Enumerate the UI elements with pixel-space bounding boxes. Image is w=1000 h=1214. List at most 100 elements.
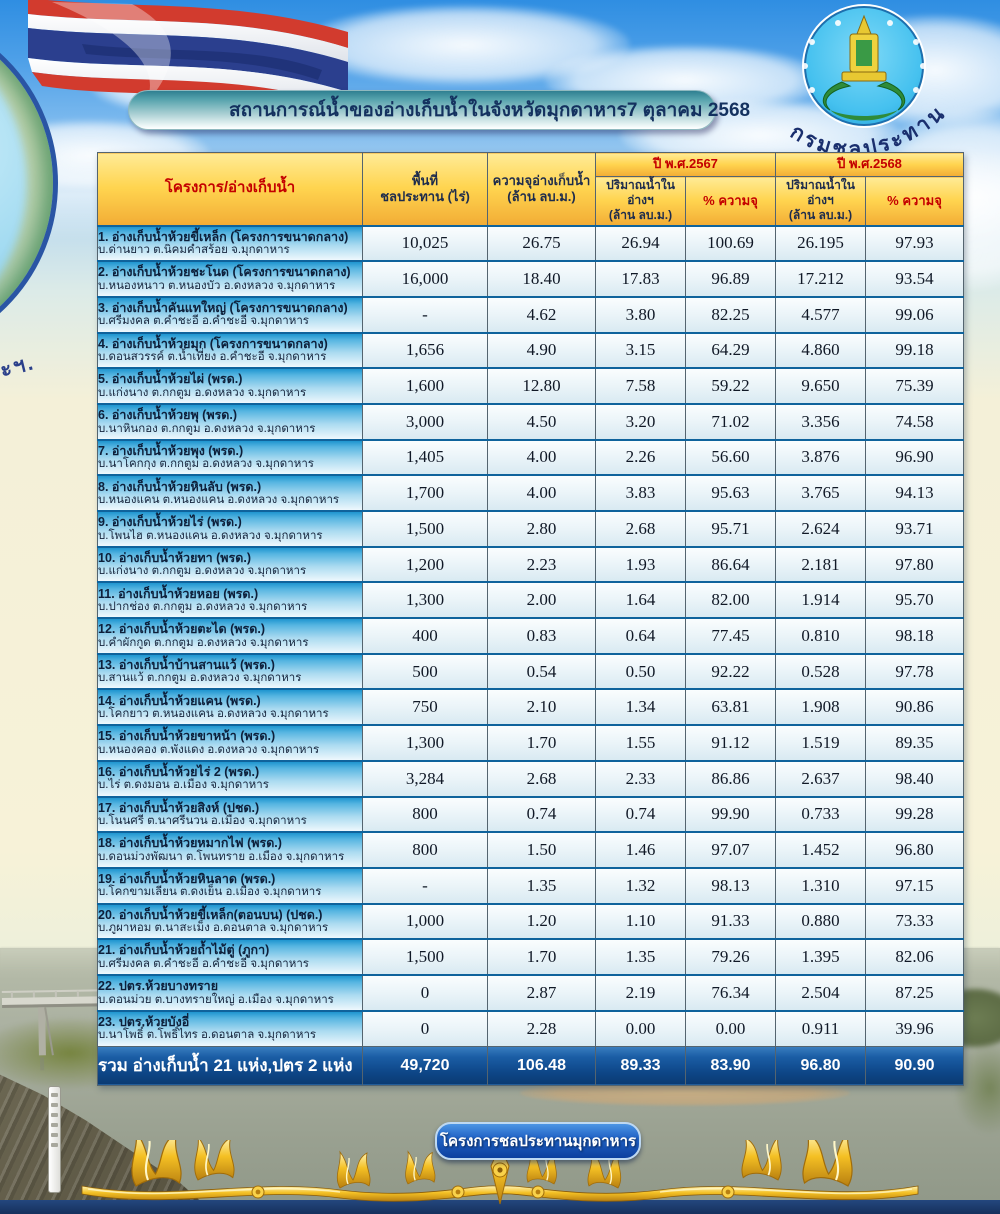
cell-percent-2568: 75.39 (865, 367, 964, 405)
cell-area: 1,600 (362, 367, 488, 405)
cell-area: 1,000 (362, 903, 488, 940)
cell-capacity: 0.74 (487, 796, 596, 833)
cell-capacity: 18.40 (487, 260, 596, 298)
table-row: 8. อ่างเก็บน้ำห้วยหินลับ (พรด.) บ.หนองแค… (97, 474, 964, 512)
table-row: 11. อ่างเก็บน้ำห้วยหอย (พรด.) บ.ปากช่อง … (97, 581, 964, 619)
ornament-center-finial (490, 1144, 510, 1205)
reservoir-name: 23. ปตร.ห้วยบังอี่ (98, 1015, 190, 1030)
table-row: 13. อ่างเก็บน้ำบ้านสานแว้ (พรด.) บ.สานแว… (97, 653, 964, 690)
cell-percent-2567: 56.60 (685, 439, 776, 476)
reservoir-location: บ.ดอนสวรรค์ ต.น้ำเที่ยง อ.คำชะอี จ.มุกดา… (98, 351, 327, 364)
cell-project: 4. อ่างเก็บน้ำห้วยมุก (โครงการขนาดกลาง) … (97, 332, 363, 369)
reservoir-name: 14. อ่างเก็บน้ำห้วยแคน (พรด.) (98, 693, 261, 708)
reservoir-location: บ.ดอนม่วงพัฒนา ต.โพนทราย อ.เมือง จ.มุกดา… (98, 850, 345, 863)
reservoir-location: บ.ดอนม่วย ต.บางทรายใหญ่ อ.เมือง จ.มุกดาห… (98, 993, 334, 1006)
reservoir-location: บ.โคกขามเลียน ต.ดงเย็น อ.เมือง จ.มุกดาหา… (98, 886, 322, 899)
cell-area: - (362, 296, 488, 334)
cell-area: 1,300 (362, 581, 488, 619)
reservoir-location: บ.นาโพธิ์ ต.โพธิ์ไทร อ.ดอนตาล จ.มุกดาหาร (98, 1029, 317, 1042)
cell-volume-2567: 0.64 (595, 617, 686, 655)
cell-volume-2568: 2.637 (775, 760, 866, 797)
cell-area: 3,284 (362, 760, 488, 797)
cell-capacity: 12.80 (487, 367, 596, 405)
cell-area: 750 (362, 688, 488, 726)
cell-project: 3. อ่างเก็บน้ำคันแทใหญ่ (โครงการขนาดกลาง… (97, 296, 363, 334)
logo-emblem-art (802, 14, 926, 121)
table-body: 1. อ่างเก็บน้ำห้วยขี้เหล็ก (โครงการขนาดก… (97, 225, 964, 1047)
cell-area: 10,025 (362, 225, 488, 262)
reservoir-location: บ.ศรีมงคล ต.คำชะอี อ.คำชะอี จ.มุกดาหาร (98, 957, 309, 970)
cell-capacity: 0.54 (487, 653, 596, 690)
cell-volume-2568: 0.880 (775, 903, 866, 940)
table-row: 3. อ่างเก็บน้ำคันแทใหญ่ (โครงการขนาดกลาง… (97, 296, 964, 334)
cell-project: 15. อ่างเก็บน้ำห้วยขาหน้า (พรด.) บ.หนองค… (97, 724, 363, 762)
cell-percent-2568: 99.28 (865, 796, 964, 833)
project-office-label: โครงการชลประทานมุกดาหาร (439, 1133, 637, 1150)
cell-capacity: 4.90 (487, 332, 596, 369)
cell-percent-2567: 82.00 (685, 581, 776, 619)
col-header-percent-2568: % ความจุ (865, 176, 964, 226)
cell-volume-2568: 3.876 (775, 439, 866, 476)
reservoir-name: 22. ปตร.ห้วยบางทราย (98, 979, 219, 994)
cell-percent-2567: 92.22 (685, 653, 776, 690)
cell-capacity: 1.20 (487, 903, 596, 940)
table-row: 10. อ่างเก็บน้ำห้วยทา (พรด.) บ.แก่งนาง ต… (97, 546, 964, 583)
table-row: 4. อ่างเก็บน้ำห้วยมุก (โครงการขนาดกลาง) … (97, 332, 964, 369)
thai-flag (28, 0, 348, 118)
cell-project: 22. ปตร.ห้วยบางทราย บ.ดอนม่วย ต.บางทรายใ… (97, 974, 363, 1012)
cell-capacity: 0.83 (487, 617, 596, 655)
cell-area: 500 (362, 653, 488, 690)
table-row: 23. ปตร.ห้วยบังอี่ บ.นาโพธิ์ ต.โพธิ์ไทร … (97, 1010, 964, 1047)
cell-volume-2568: 26.195 (775, 225, 866, 262)
cell-percent-2567: 99.90 (685, 796, 776, 833)
cell-percent-2568: 95.70 (865, 581, 964, 619)
cell-volume-2567: 0.74 (595, 796, 686, 833)
cell-percent-2568: 93.54 (865, 260, 964, 298)
cell-percent-2567: 71.02 (685, 403, 776, 441)
table-row: 21. อ่างเก็บน้ำห้วยถ้ำไม้ตู่ (ภูกา) บ.ศร… (97, 938, 964, 976)
cell-volume-2567: 2.19 (595, 974, 686, 1012)
cell-area: 400 (362, 617, 488, 655)
reservoir-name: 4. อ่างเก็บน้ำห้วยมุก (โครงการขนาดกลาง) (98, 336, 328, 351)
cell-area: - (362, 867, 488, 905)
cell-volume-2568: 17.212 (775, 260, 866, 298)
cell-project: 21. อ่างเก็บน้ำห้วยถ้ำไม้ตู่ (ภูกา) บ.ศร… (97, 938, 363, 976)
reservoir-name: 6. อ่างเก็บน้ำห้วยพุ (พรด.) (98, 408, 238, 423)
cell-capacity: 1.70 (487, 724, 596, 762)
col-header-percent-2567: % ความจุ (685, 176, 776, 226)
reservoir-location: บ.หนองแคน ต.หนองแคน อ.ดงหลวง จ.มุกดาหาร (98, 493, 340, 506)
table-row: 7. อ่างเก็บน้ำห้วยพุง (พรด.) บ.นาโคกกุง … (97, 439, 964, 476)
reservoir-name: 9. อ่างเก็บน้ำห้วยไร่ (พรด.) (98, 515, 242, 530)
reservoir-location: บ.ภูผาหอม ต.นาสะเม็ง อ.ดอนตาล จ.มุกดาหาร (98, 922, 329, 935)
cell-volume-2568: 1.914 (775, 581, 866, 619)
cell-area: 16,000 (362, 260, 488, 298)
cell-project: 17. อ่างเก็บน้ำห้วยสิงห์ (ปชด.) บ.โนนศรี… (97, 796, 363, 833)
cell-capacity: 2.28 (487, 1010, 596, 1047)
cell-volume-2568: 9.650 (775, 367, 866, 405)
cell-percent-2567: 64.29 (685, 332, 776, 369)
table-row: 14. อ่างเก็บน้ำห้วยแคน (พรด.) บ.โคกยาว ต… (97, 688, 964, 726)
cell-capacity: 2.87 (487, 974, 596, 1012)
reservoir-location: บ.ไร่ ต.ดงมอน อ.เมือง จ.มุกดาหาร (98, 779, 269, 792)
project-office-button[interactable]: โครงการชลประทานมุกดาหาร (435, 1122, 641, 1160)
cell-capacity: 4.00 (487, 439, 596, 476)
cell-area: 1,656 (362, 332, 488, 369)
cell-volume-2567: 1.46 (595, 831, 686, 869)
cell-volume-2568: 4.577 (775, 296, 866, 334)
reservoir-name: 15. อ่างเก็บน้ำห้วยขาหน้า (พรด.) (98, 729, 276, 744)
total-percent-2567: 83.90 (685, 1045, 776, 1086)
cell-capacity: 4.62 (487, 296, 596, 334)
cell-volume-2567: 2.26 (595, 439, 686, 476)
cell-percent-2567: 86.64 (685, 546, 776, 583)
cell-percent-2567: 86.86 (685, 760, 776, 797)
cell-percent-2567: 96.89 (685, 260, 776, 298)
reservoir-location: บ.ศรีมงคล ต.คำชะอี อ.คำชะอี จ.มุกดาหาร (98, 315, 309, 328)
cell-capacity: 1.70 (487, 938, 596, 976)
cell-volume-2568: 2.624 (775, 510, 866, 548)
report-date: 7 ตุลาคม 2568 (626, 100, 751, 121)
cell-volume-2568: 3.765 (775, 474, 866, 512)
bottom-strip (0, 1200, 1000, 1214)
cell-capacity: 4.00 (487, 474, 596, 512)
reservoir-location: บ.แก่งนาง ต.กกตูม อ.ดงหลวง จ.มุกดาหาร (98, 565, 307, 578)
table-row: 16. อ่างเก็บน้ำห้วยไร่ 2 (พรด.) บ.ไร่ ต.… (97, 760, 964, 797)
